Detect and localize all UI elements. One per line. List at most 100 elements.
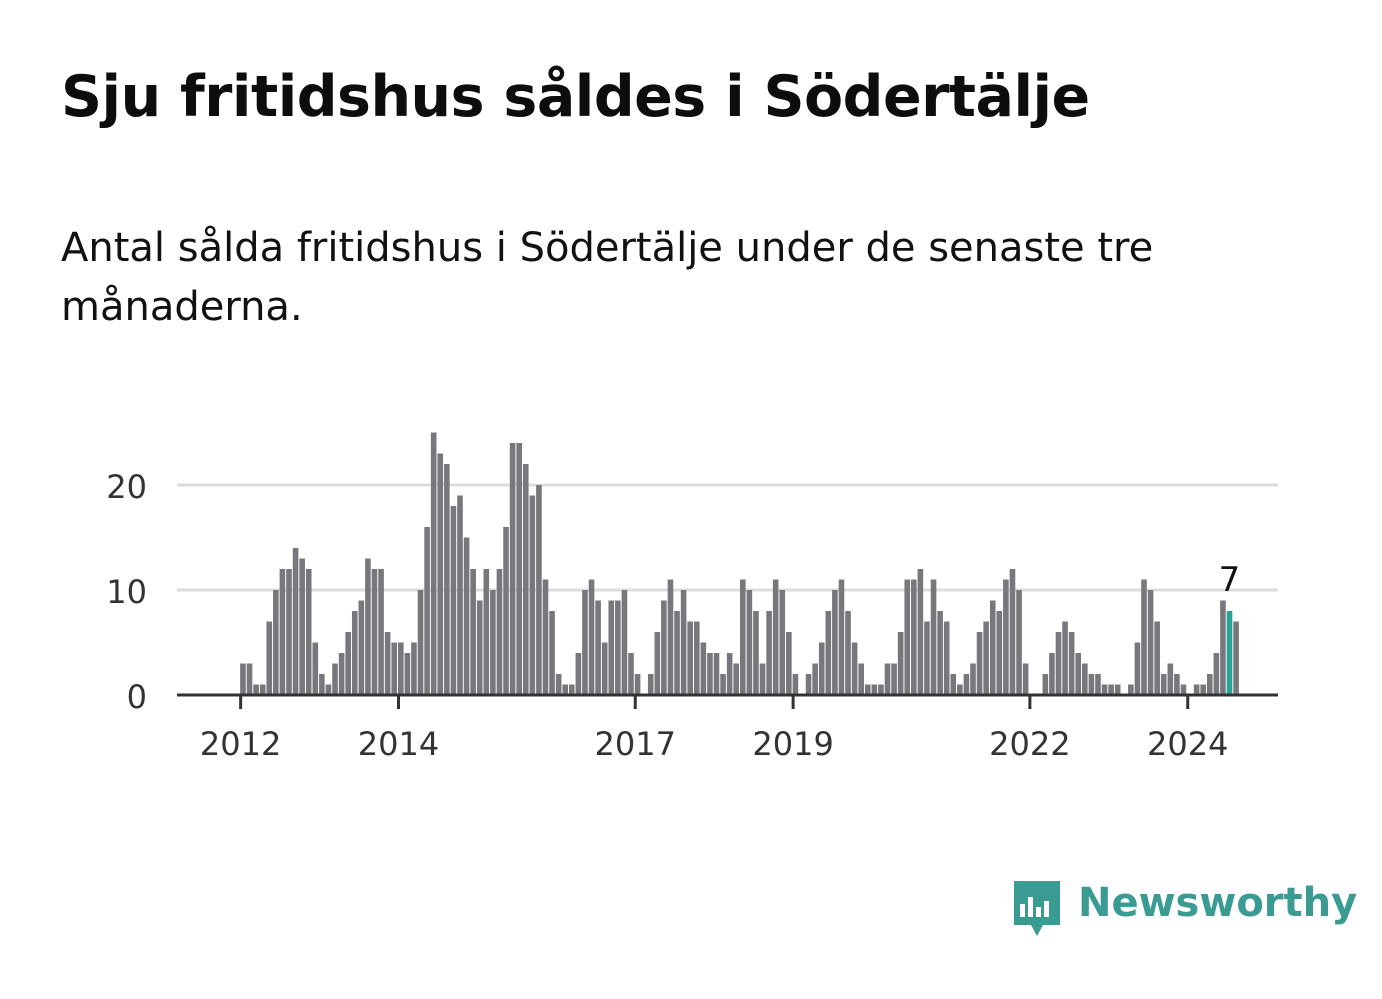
bar (904, 579, 911, 695)
bar (937, 611, 943, 695)
bar (917, 569, 924, 695)
bar (437, 453, 444, 695)
chart-subtitle: Antal sålda fritidshus i Södertälje unde… (61, 225, 1154, 330)
bar (338, 653, 345, 695)
bar (1154, 621, 1160, 695)
bar (266, 621, 273, 695)
bar (351, 611, 358, 695)
bar (1147, 590, 1154, 695)
bar (667, 579, 674, 695)
y-tick-label: 0 (127, 678, 147, 716)
bar (496, 569, 503, 695)
x-tick-label: 2022 (989, 725, 1070, 763)
bar-highlight (1226, 611, 1233, 695)
bar (345, 632, 351, 695)
bar (1101, 684, 1108, 695)
bar (943, 621, 950, 695)
bar (476, 600, 483, 695)
newsworthy-logo: Newsworthy (1011, 878, 1357, 940)
bar (463, 537, 470, 695)
bar (404, 653, 411, 695)
bar (312, 642, 319, 695)
bar (621, 590, 628, 695)
bar (240, 663, 246, 695)
bar (575, 653, 582, 695)
bar (845, 611, 851, 695)
bar (279, 569, 286, 695)
bar (1055, 632, 1062, 695)
bar (588, 579, 595, 695)
brand-name: Newsworthy (1078, 880, 1358, 926)
bar (792, 674, 799, 695)
bar (1160, 674, 1167, 695)
bar (864, 684, 871, 695)
bar (358, 600, 365, 695)
bar (1062, 621, 1068, 695)
bar (305, 569, 312, 695)
value-label: 7 (1219, 560, 1241, 600)
bar (976, 632, 983, 695)
x-tick-label: 2012 (200, 725, 281, 763)
x-tick-label: 2014 (358, 725, 439, 763)
bar (700, 642, 707, 695)
bar (509, 443, 516, 695)
bar (483, 569, 490, 695)
bar (779, 590, 786, 695)
bar (246, 663, 253, 695)
bar (680, 590, 687, 695)
bar (332, 663, 338, 695)
x-tick-label: 2019 (752, 725, 833, 763)
bar (457, 495, 463, 695)
bar (1134, 642, 1141, 695)
bar (759, 663, 766, 695)
bar (325, 684, 332, 695)
bar (1068, 632, 1075, 695)
bar (654, 632, 661, 695)
bar (1233, 621, 1239, 695)
bar (286, 569, 292, 695)
chart-title: Sju fritidshus såldes i Södertälje (61, 64, 1090, 130)
bar (805, 674, 812, 695)
bar (522, 464, 529, 695)
x-axis-ticks: 2012 2014 2017 2019 2022 2024 (200, 695, 1228, 763)
bar (996, 611, 1003, 695)
bar (786, 632, 792, 695)
bar (884, 663, 891, 695)
y-tick-label: 10 (106, 573, 147, 611)
bar (628, 653, 634, 695)
bar (1213, 653, 1220, 695)
bar (1082, 663, 1088, 695)
bar (562, 684, 569, 695)
bar (957, 684, 963, 695)
bar (253, 684, 259, 695)
bar (601, 642, 608, 695)
annotations: 7 (1219, 560, 1241, 600)
bar (746, 590, 753, 695)
bar (555, 674, 562, 695)
bars (240, 432, 1239, 695)
bar (371, 569, 378, 695)
bar (582, 590, 588, 695)
bar (858, 663, 864, 695)
bar (753, 611, 759, 695)
bar (989, 600, 996, 695)
bar (1088, 674, 1095, 695)
bar (259, 684, 266, 695)
bar (661, 600, 667, 695)
bar (832, 590, 838, 695)
bar (733, 663, 740, 695)
bar (549, 611, 555, 695)
bar (707, 653, 713, 695)
bar (950, 674, 957, 695)
bar (674, 611, 680, 695)
bar (292, 548, 299, 695)
bar (1180, 684, 1187, 695)
bar (1206, 674, 1213, 695)
gridlines (177, 483, 1278, 592)
bar (891, 663, 897, 695)
bar (1049, 653, 1055, 695)
bar (615, 600, 621, 695)
bar (595, 600, 601, 695)
bar (398, 642, 404, 695)
